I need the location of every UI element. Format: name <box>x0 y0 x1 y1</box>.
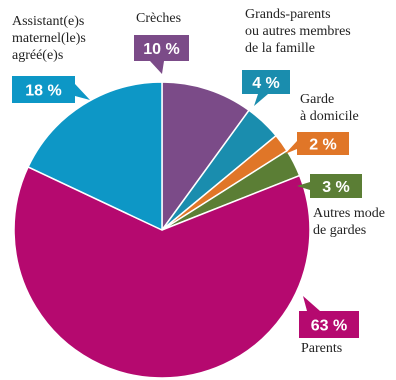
callout-parents: 63 % <box>299 296 359 338</box>
callout-box <box>134 35 189 61</box>
category-label-grands-parents-ou-autres-membres-de-la-famille: Grands-parents ou autres membres de la fam… <box>245 7 351 56</box>
category-label-line: de gardes <box>313 223 366 238</box>
callout-box <box>299 311 359 338</box>
category-label-line: Crèches <box>136 11 181 26</box>
percent-label-assistant-e-s-maternel-le-s-agree-e-s: 18 % <box>25 83 61 100</box>
percent-label-garde-a-domicile: 2 % <box>309 137 337 154</box>
category-label-line: Grands-parents <box>245 7 331 22</box>
slice-assistant-e-s-maternel-le-s-agree-e-s <box>27 81 163 231</box>
callout-creches: 10 % <box>134 35 189 74</box>
category-label-parents: Parents <box>301 341 342 356</box>
callout-box <box>310 174 362 198</box>
callout-grands-parents-ou-autres-membres-de-la-famille: 4 % <box>242 70 290 106</box>
category-label-garde-a-domicile: Garde à domicile <box>300 92 359 124</box>
pie-slices <box>13 81 311 379</box>
category-label-line: Assistant(e)s <box>12 14 84 29</box>
percent-label-grands-parents-ou-autres-membres-de-la-famille: 4 % <box>252 75 280 92</box>
category-label-line: agréé(e)s <box>12 48 63 63</box>
percent-label-parents: 63 % <box>311 318 347 335</box>
category-label-line: Parents <box>301 341 342 356</box>
slice-creches <box>161 81 250 231</box>
callout-box <box>297 132 349 155</box>
category-label-line: maternel(le)s <box>12 31 86 46</box>
callout-autres-modes-de-gardes: 3 % <box>297 174 362 198</box>
callout-assistant-e-s-maternel-le-s-agree-e-s: 18 % <box>12 76 90 103</box>
callout-pointer <box>254 94 268 106</box>
category-label-line: de la famille <box>245 41 315 56</box>
percent-label-autres-modes-de-gardes: 3 % <box>322 179 350 196</box>
callout-box <box>242 70 290 94</box>
callout-pointer <box>303 296 320 311</box>
callout-pointer <box>75 84 90 100</box>
category-label-line: ou autres membres <box>245 24 351 39</box>
category-label-line: à domicile <box>300 109 359 124</box>
slice-parents <box>13 166 311 379</box>
callout-garde-a-domicile: 2 % <box>285 132 349 155</box>
callout-pointer <box>285 141 297 154</box>
slice-labels: Crèches Grands-parents ou autres membres de… <box>12 7 385 356</box>
category-label-assistant-e-s-maternel-le-s-agree-e-s: Assistant(e)s maternel(le)s agréé(e)s <box>12 14 86 63</box>
callout-box <box>12 76 75 103</box>
category-label-autres-modes-de-gardes: Autres mode de gardes <box>313 206 385 238</box>
category-label-line: Autres mode <box>313 206 385 221</box>
slice-callouts: 10 % 4 % 2 % 3 % 63 % 18 % <box>12 35 362 338</box>
callout-pointer <box>150 61 164 74</box>
callout-pointer <box>297 182 310 190</box>
category-label-line: Garde <box>300 92 334 107</box>
category-label-creches: Crèches <box>136 11 181 26</box>
percent-label-creches: 10 % <box>143 41 179 58</box>
